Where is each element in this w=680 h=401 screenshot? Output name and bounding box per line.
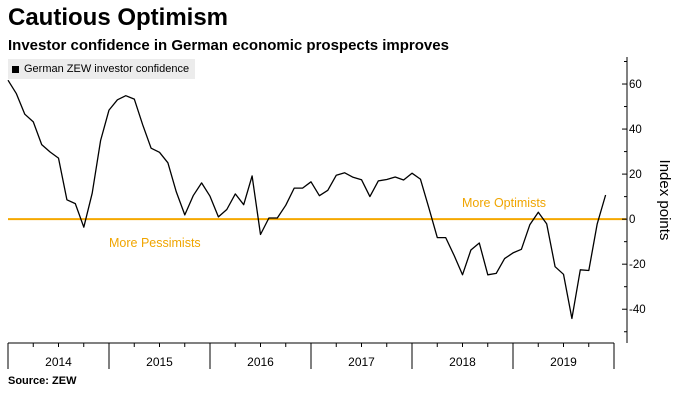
y-tick-label: -40 bbox=[629, 304, 646, 316]
annotation-more-pessimists: More Pessimists bbox=[109, 236, 201, 250]
x-tick-label-2016: 2016 bbox=[247, 355, 274, 369]
y-tick-label: 20 bbox=[629, 169, 642, 181]
series-line-zew bbox=[7, 79, 607, 320]
y-tick-label: -20 bbox=[629, 259, 646, 271]
annotation-more-optimists: More Optimists bbox=[462, 196, 546, 210]
chart-subtitle: Investor confidence in German economic p… bbox=[8, 37, 449, 54]
y-tick-label: 40 bbox=[629, 124, 642, 136]
x-tick-label-2018: 2018 bbox=[449, 355, 476, 369]
x-tick-label-2019: 2019 bbox=[550, 355, 577, 369]
y-tick-label: 0 bbox=[629, 214, 635, 226]
source-note: Source: ZEW bbox=[8, 375, 77, 387]
y-axis-label: Index points bbox=[656, 160, 673, 241]
legend: German ZEW investor confidence bbox=[8, 59, 196, 79]
legend-label: German ZEW investor confidence bbox=[24, 63, 190, 75]
y-tick-label: 60 bbox=[629, 79, 642, 91]
legend-swatch bbox=[12, 65, 19, 73]
x-tick-label-2015: 2015 bbox=[146, 355, 173, 369]
chart-title: Cautious Optimism bbox=[8, 4, 229, 31]
x-tick-label-2014: 2014 bbox=[45, 355, 72, 369]
x-tick-label-2017: 2017 bbox=[348, 355, 375, 369]
